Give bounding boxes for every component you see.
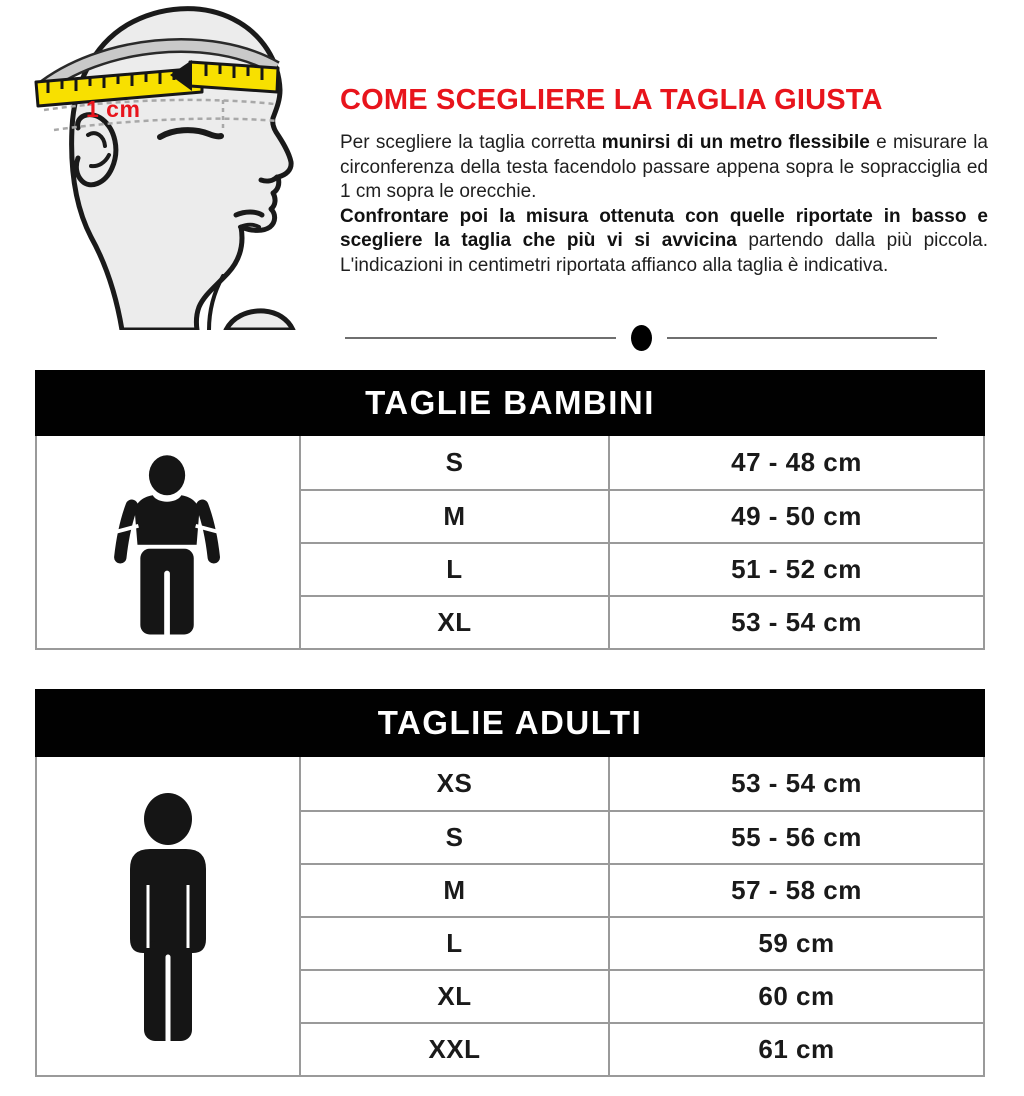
size-label-cell: M xyxy=(299,863,610,916)
measurement-cell: 59 cm xyxy=(610,916,983,969)
table-bambini-title: TAGLIE BAMBINI xyxy=(35,370,985,436)
measurement-cell: 47 - 48 cm xyxy=(731,447,862,477)
measurement-cell: 51 - 52 cm xyxy=(610,542,983,595)
size-label-cell: L xyxy=(299,542,610,595)
intro-p2-end: partendo dalla più piccola. L'indicazion… xyxy=(340,230,989,276)
intro-p1-start: Per scegliere la taglia corretta xyxy=(340,132,602,153)
tape-offset-label: 1 cm xyxy=(86,96,141,122)
measurement-cell: 57 - 58 cm xyxy=(610,863,983,916)
size-label-cell: S xyxy=(299,810,610,863)
size-label-cell: L xyxy=(299,916,610,969)
divider-dot-icon xyxy=(630,324,652,351)
table-adulti-title: TAGLIE ADULTI xyxy=(35,689,985,757)
size-label-cell: S xyxy=(299,436,610,489)
section-divider xyxy=(345,324,937,351)
measurement-cell: 53 - 54 cm xyxy=(731,768,862,798)
intro-p1-end: e misurare la circonferenza della testa … xyxy=(340,132,988,202)
intro-p2-bold: Confrontare poi la misura ottenuta con q… xyxy=(340,205,988,252)
size-label-cell: XS xyxy=(299,757,610,810)
intro-paragraph-2: Confrontare poi la misura ottenuta con q… xyxy=(340,205,988,279)
table-taglie-adulti: TAGLIE ADULTI XS 53 - 54 cm S 55 - 56 cm M 57… xyxy=(35,689,985,1077)
intro-text-block: COME SCEGLIERE LA TAGLIA GIUSTA Per sceg… xyxy=(340,84,988,278)
measurement-cell: 49 - 50 cm xyxy=(610,489,983,542)
intro-p1-bold: munirsi di un metro flessibile xyxy=(601,132,870,153)
size-label-cell: XXL xyxy=(299,1022,610,1075)
divider-line-right xyxy=(666,336,937,339)
table-adulti-body: XS 53 - 54 cm S 55 - 56 cm M 57 - 58 cm L 59 cm… xyxy=(35,757,985,1077)
head-measurement-illustration: 1 cm xyxy=(30,0,330,330)
measurement-cell: 61 cm xyxy=(610,1022,983,1075)
measurement-cell: 55 - 56 cm xyxy=(610,810,983,863)
intro-paragraph-1: Per scegliere la taglia corretta munirsi… xyxy=(340,131,988,205)
child-silhouette-icon xyxy=(37,436,299,648)
size-label-cell: M xyxy=(299,489,610,542)
measurement-cell: 60 cm xyxy=(610,969,983,1022)
measurement-cell: 53 - 54 cm xyxy=(610,595,983,648)
table-bambini-body: S 47 - 48 cm M 49 - 50 cm L 51 - 52 cm XL 53 - … xyxy=(35,436,985,650)
size-label-cell: XL xyxy=(299,969,610,1022)
adult-silhouette-icon xyxy=(37,757,299,1075)
size-label-cell: XL xyxy=(299,595,610,648)
page-title: COME SCEGLIERE LA TAGLIA GIUSTA xyxy=(340,84,883,116)
table-taglie-bambini: TAGLIE BAMBINI S 47 - 48 cm M 49 - xyxy=(35,370,985,650)
head-with-tape-icon xyxy=(34,6,296,330)
divider-line-left xyxy=(345,336,616,339)
